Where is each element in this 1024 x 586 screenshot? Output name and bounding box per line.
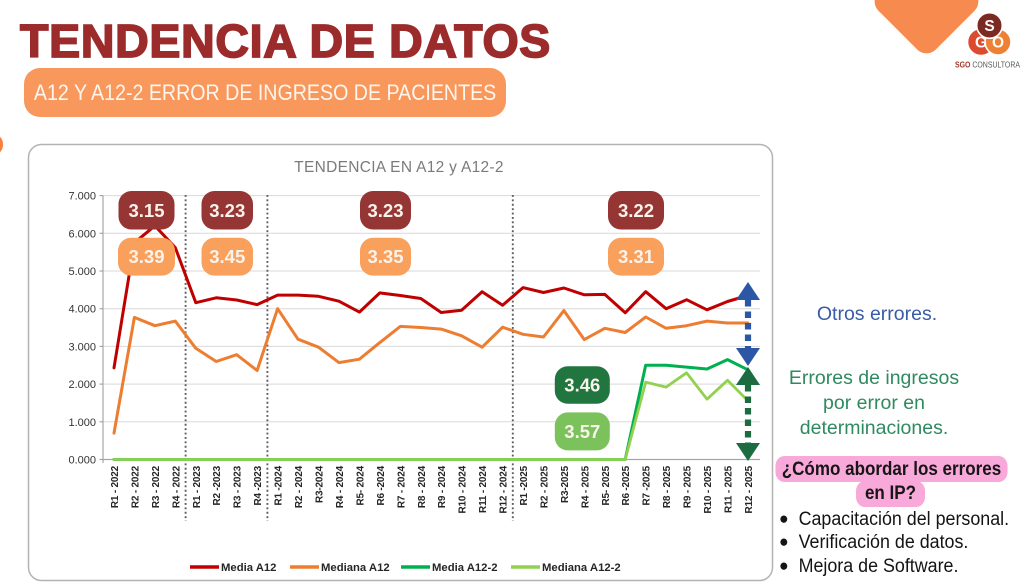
- svg-text:R3-2024: R3-2024: [315, 465, 326, 503]
- svg-text:R7 -2025: R7 -2025: [642, 465, 653, 505]
- svg-text:G: G: [975, 35, 987, 52]
- svg-text:3.45: 3.45: [209, 246, 245, 267]
- svg-text:Media A12: Media A12: [221, 562, 276, 574]
- svg-text:R8 - 2025: R8 - 2025: [662, 465, 673, 508]
- svg-text:Media A12-2: Media A12-2: [432, 562, 498, 574]
- svg-text:R12 - 2025: R12 - 2025: [744, 465, 755, 513]
- svg-text:5.000: 5.000: [68, 266, 96, 278]
- svg-text:R6 -2024: R6 -2024: [376, 465, 387, 505]
- svg-text:R1 - 2023: R1 - 2023: [192, 465, 203, 508]
- svg-text:7.000: 7.000: [68, 191, 96, 203]
- svg-text:6.000: 6.000: [68, 228, 96, 240]
- svg-text:TENDENCIA EN A12 y A12-2: TENDENCIA EN A12 y A12-2: [294, 159, 504, 176]
- svg-text:1.000: 1.000: [68, 417, 96, 429]
- svg-text:3.23: 3.23: [209, 200, 245, 221]
- svg-text:R1 -2024: R1 -2024: [274, 465, 285, 505]
- svg-text:2.000: 2.000: [68, 379, 96, 391]
- svg-text:3.39: 3.39: [128, 246, 164, 267]
- svg-text:Mediana A12-2: Mediana A12-2: [542, 562, 621, 574]
- svg-text:3.23: 3.23: [367, 200, 403, 221]
- svg-text:Mediana A12: Mediana A12: [321, 562, 390, 574]
- svg-text:S: S: [984, 18, 994, 35]
- svg-text:R6 -2025: R6 -2025: [621, 465, 632, 505]
- svg-text:R12 - 2024: R12 - 2024: [499, 465, 510, 513]
- svg-text:3.46: 3.46: [564, 375, 600, 396]
- svg-text:R9 - 2025: R9 - 2025: [683, 465, 694, 508]
- svg-text:R3-2025: R3-2025: [560, 465, 571, 503]
- svg-text:R4 - 2025: R4 - 2025: [580, 465, 591, 508]
- svg-text:R5- 2024: R5- 2024: [355, 465, 366, 505]
- svg-text:3.22: 3.22: [618, 200, 654, 221]
- svg-text:R10 - 2024: R10 - 2024: [458, 465, 469, 513]
- svg-text:R11 - 2024: R11 - 2024: [478, 465, 489, 513]
- svg-text:4.000: 4.000: [68, 304, 96, 316]
- svg-text:R4 - 2022: R4 - 2022: [171, 465, 182, 508]
- svg-text:R11 - 2025: R11 - 2025: [724, 465, 735, 513]
- svg-text:R2 - 2022: R2 - 2022: [130, 465, 141, 508]
- svg-text:R4 -2023: R4 -2023: [253, 465, 264, 505]
- svg-text:R2 - 2025: R2 - 2025: [540, 465, 551, 508]
- svg-text:3.31: 3.31: [618, 246, 654, 267]
- svg-text:R5- 2025: R5- 2025: [601, 465, 612, 505]
- svg-text:R9 - 2024: R9 - 2024: [437, 465, 448, 508]
- svg-text:R3 - 2023: R3 - 2023: [233, 465, 244, 508]
- svg-text:3.15: 3.15: [128, 200, 164, 221]
- svg-text:3.57: 3.57: [564, 421, 600, 442]
- svg-text:R10 - 2025: R10 - 2025: [703, 465, 714, 513]
- svg-text:R1 - 2022: R1 - 2022: [110, 465, 121, 508]
- svg-text:R4 - 2024: R4 - 2024: [335, 465, 346, 508]
- svg-text:O: O: [992, 35, 1004, 52]
- svg-text:R2 -2023: R2 -2023: [212, 465, 223, 505]
- svg-text:R7 - 2024: R7 - 2024: [396, 465, 407, 508]
- svg-text:3.35: 3.35: [367, 246, 403, 267]
- svg-text:0.000: 0.000: [68, 455, 96, 467]
- svg-text:SGO CONSULTORA: SGO CONSULTORA: [955, 60, 1020, 70]
- svg-text:R2 - 2024: R2 - 2024: [294, 465, 305, 508]
- svg-text:R3 - 2022: R3 - 2022: [151, 465, 162, 508]
- svg-text:R8 - 2024: R8 - 2024: [417, 465, 428, 508]
- svg-text:R1 -2025: R1 -2025: [519, 465, 530, 505]
- svg-text:3.000: 3.000: [68, 341, 96, 353]
